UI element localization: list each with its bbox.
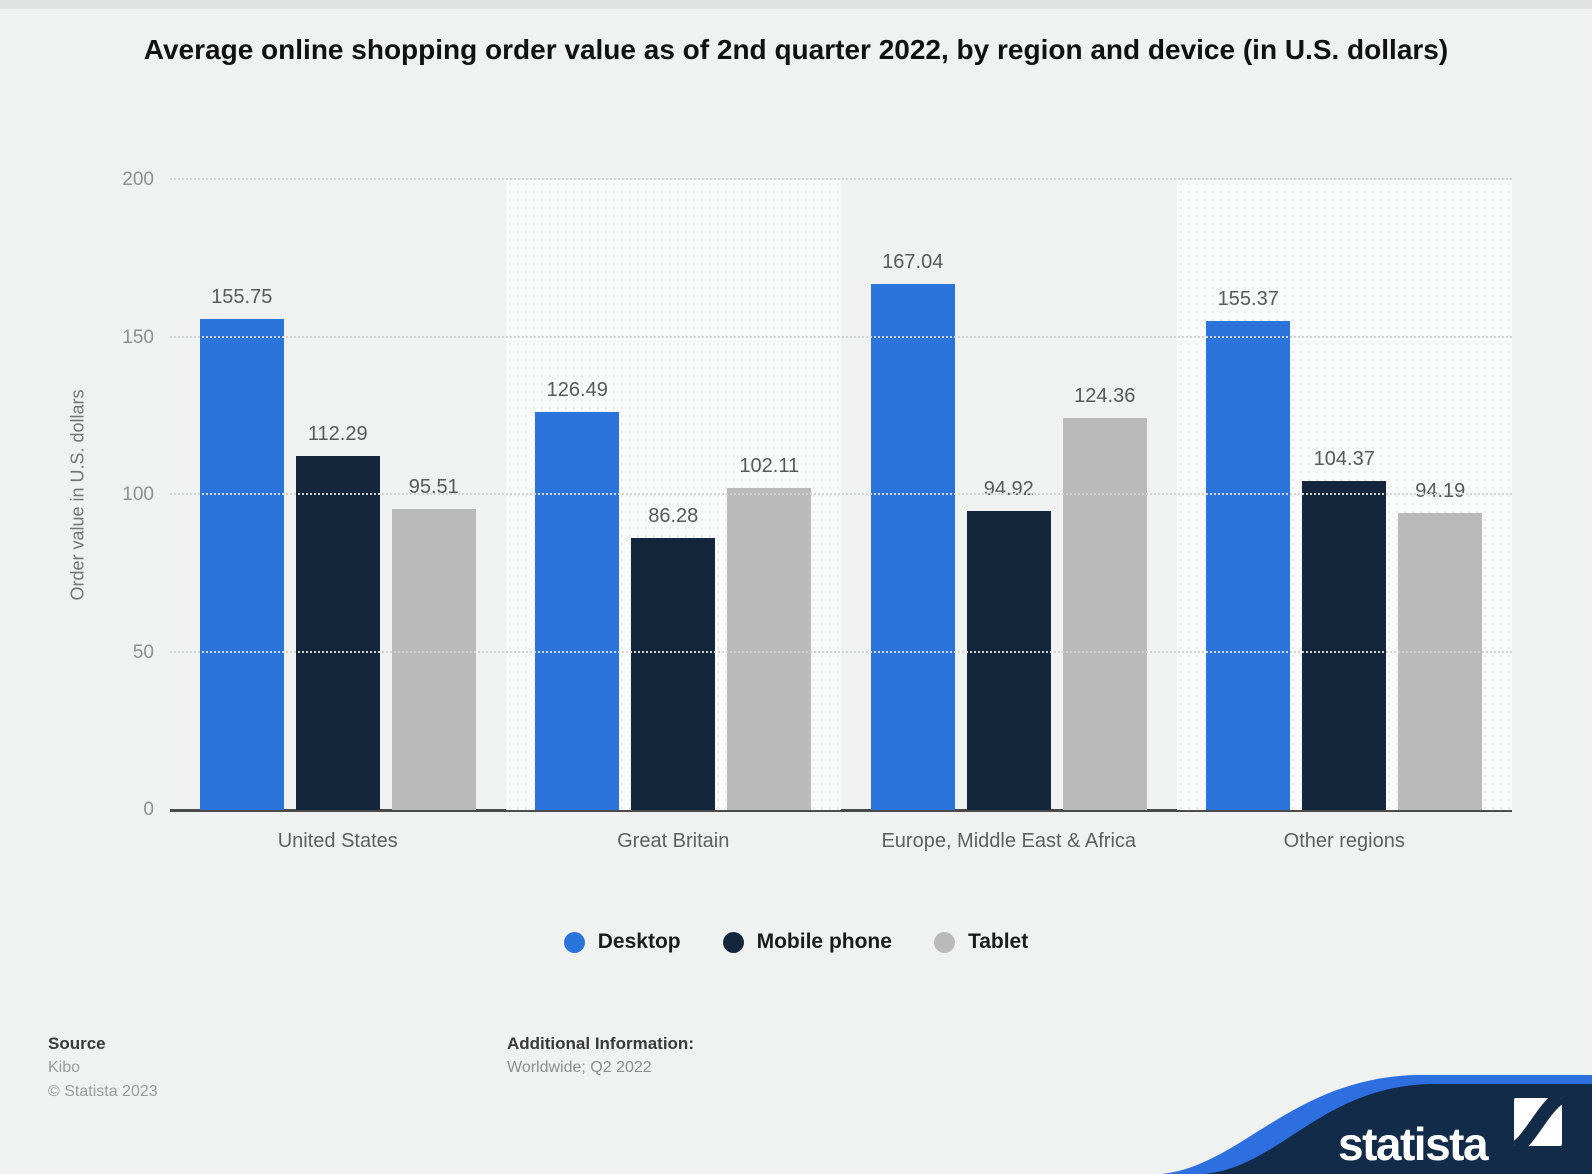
chart-legend: Desktop Mobile phone Tablet xyxy=(0,930,1592,954)
bar-mobile-phone: 112.29 xyxy=(295,423,380,810)
source-label: Source xyxy=(48,1034,106,1053)
bar-mobile-phone: 104.37 xyxy=(1302,448,1387,810)
additional-info-block: Additional Information: Worldwide; Q2 20… xyxy=(507,1031,694,1080)
bar-tablet: 124.36 xyxy=(1062,385,1147,810)
top-edge-strip xyxy=(0,0,1592,9)
legend-label: Tablet xyxy=(967,930,1029,953)
y-axis-tick-label: 100 xyxy=(122,484,154,505)
category-band: 126.49 86.28 102.11 Great Britain xyxy=(505,180,842,852)
y-axis-tick-label: 50 xyxy=(132,641,154,663)
category-band: 155.75 112.29 95.51 United States xyxy=(170,180,506,852)
bar-mobile-phone: 86.28 xyxy=(631,505,716,810)
additional-info-label: Additional Information: xyxy=(507,1034,694,1053)
statista-logo-glyph xyxy=(1514,1098,1562,1146)
bar-value-label: 95.51 xyxy=(408,476,459,499)
category-band: 167.04 94.92 124.36 Europe, Middle East & A… xyxy=(841,180,1177,852)
bar-value-label: 155.75 xyxy=(211,286,273,309)
bar-value-label: 126.49 xyxy=(546,378,608,401)
bar-value-label: 86.28 xyxy=(648,505,699,528)
statista-logo: statista xyxy=(1162,1075,1592,1174)
bar-group: 155.37 104.37 94.19 xyxy=(1177,288,1513,810)
bar-value-label: 112.29 xyxy=(307,423,368,446)
gridline xyxy=(170,493,1512,495)
gridline xyxy=(170,650,1512,653)
y-axis-title: Order value in U.S. dollars xyxy=(67,389,88,601)
copyright-text: © Statista 2023 xyxy=(48,1083,158,1100)
plot-area: 155.75 112.29 95.51 United States 126.49 86.2… xyxy=(122,169,1513,852)
source-value: Kibo xyxy=(48,1059,81,1076)
legend-item-mobile-phone: Mobile phone xyxy=(722,930,892,954)
gridline xyxy=(170,178,1512,180)
x-axis-category-label: Great Britain xyxy=(617,830,730,852)
bar-value-label: 124.36 xyxy=(1074,385,1136,408)
x-axis-category-label: Europe, Middle East & Africa xyxy=(881,830,1137,852)
legend-item-desktop: Desktop xyxy=(563,930,681,954)
y-axis-tick-label: 200 xyxy=(122,169,154,190)
x-axis-category-label: United States xyxy=(277,830,398,852)
bar-mobile-phone: 94.92 xyxy=(966,478,1051,810)
bar-desktop: 155.37 xyxy=(1206,288,1291,810)
bar-value-label: 94.19 xyxy=(1415,480,1466,503)
additional-info-value: Worldwide; Q2 2022 xyxy=(507,1059,652,1076)
legend-marker-icon xyxy=(933,931,955,953)
bar-value-label: 104.37 xyxy=(1313,448,1375,471)
bar-value-label: 155.37 xyxy=(1217,287,1279,310)
statista-wordmark: statista xyxy=(1338,1118,1489,1170)
wave-navy-body xyxy=(1204,1084,1592,1174)
gridline xyxy=(170,335,1512,338)
x-axis-line xyxy=(170,809,1512,812)
bar-desktop: 167.04 xyxy=(870,251,955,810)
legend-marker-icon xyxy=(563,931,585,953)
y-axis-tick-label: 150 xyxy=(122,326,154,348)
source-block: Source Kibo © Statista 2023 xyxy=(48,1031,158,1104)
bar-value-label: 94.92 xyxy=(983,478,1034,501)
legend-item-tablet: Tablet xyxy=(933,930,1029,954)
legend-label: Mobile phone xyxy=(756,930,892,953)
bar-value-label: 102.11 xyxy=(739,455,800,478)
chart-title: Average online shopping order value as o… xyxy=(143,34,1449,65)
bar-tablet: 102.11 xyxy=(727,455,812,810)
y-axis-tick-label: 0 xyxy=(143,799,154,820)
bar-tablet: 94.19 xyxy=(1398,480,1483,810)
legend-label: Desktop xyxy=(597,930,681,953)
bar-desktop: 155.75 xyxy=(199,286,284,810)
bar-group: 167.04 94.92 124.36 xyxy=(841,251,1177,810)
legend-marker-icon xyxy=(722,931,744,953)
bar-value-label: 167.04 xyxy=(882,250,944,273)
category-band: 155.37 104.37 94.19 Other regions xyxy=(1176,180,1513,852)
bar-tablet: 95.51 xyxy=(391,476,476,810)
bar-group: 155.75 112.29 95.51 xyxy=(170,286,506,810)
bar-group: 126.49 86.28 102.11 xyxy=(506,379,842,810)
bar-desktop: 126.49 xyxy=(535,379,620,810)
x-axis-category-label: Other regions xyxy=(1283,830,1405,852)
